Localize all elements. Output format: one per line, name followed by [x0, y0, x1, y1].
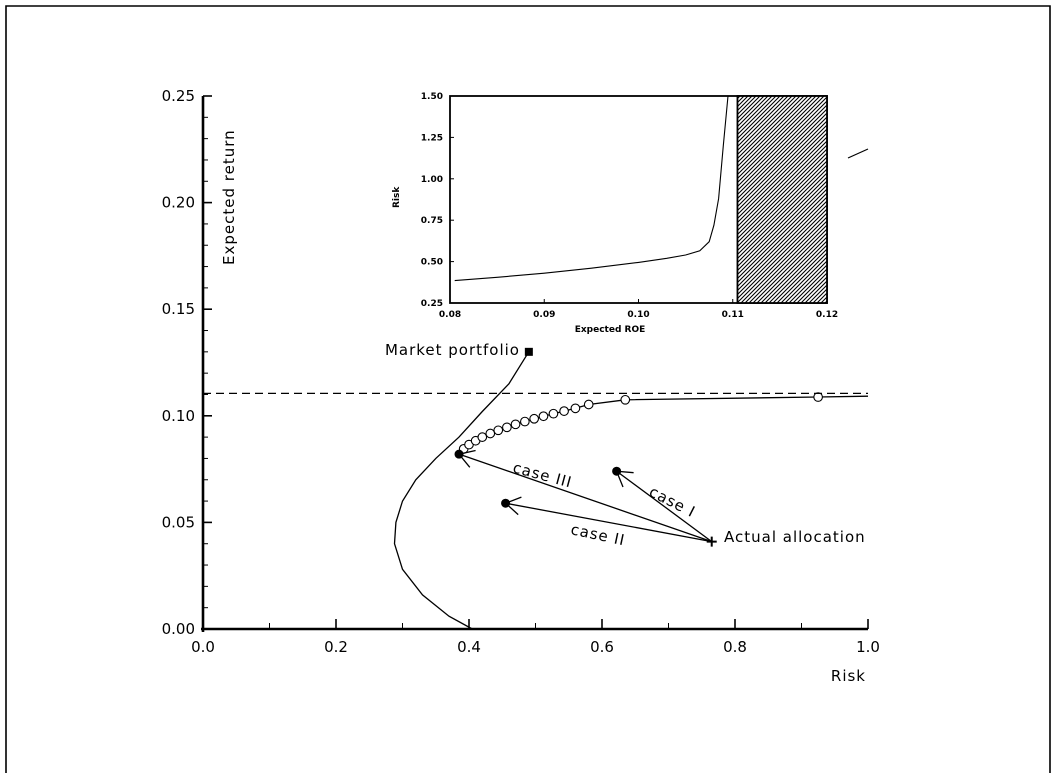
arrow-line: [505, 502, 712, 543]
inset-hatched-region: [736, 95, 828, 304]
inset-y-axis-label: Risk: [392, 186, 402, 208]
inset-x-tick-label: 0.11: [722, 310, 744, 320]
inset-x-tick-label: 0.10: [627, 310, 649, 320]
main-x-tick-label: 0.8: [723, 638, 747, 656]
market-portfolio-label: Market portfolio: [385, 341, 520, 359]
market-portfolio-marker: [524, 347, 533, 356]
inset-y-tick-label: 0.75: [421, 216, 443, 226]
actual-allocation-label: Actual allocation: [724, 528, 866, 546]
inset-series-line-1: [454, 95, 729, 282]
main-x-tick-label: 0.0: [191, 638, 215, 656]
main-y-tick-label: 0.15: [162, 300, 195, 318]
arrow-line: [458, 453, 712, 543]
arrow-line: [616, 470, 713, 543]
frontier-point: [570, 403, 581, 414]
inset-y-tick-label: 1.25: [421, 133, 443, 143]
frontier-point: [510, 419, 521, 430]
main-y-tick-label: 0.25: [162, 87, 195, 105]
frontier-point: [520, 416, 530, 427]
inset-y-tick-label: 0.25: [421, 299, 443, 309]
main-y-axis-label: Expected return: [220, 129, 238, 265]
frontier-point: [485, 428, 496, 439]
main-y-tick-label: 0.20: [162, 194, 195, 212]
main-series-line-1: [393, 351, 530, 630]
main-x-tick-label: 0.6: [590, 638, 614, 656]
frontier-point: [583, 399, 594, 410]
main-x-tick-label: 1.0: [856, 638, 880, 656]
main-y-tick-label: 0.10: [162, 407, 195, 425]
inset-y-tick-label: 1.50: [421, 92, 443, 102]
inset-y-tick-label: 0.50: [421, 258, 443, 268]
frontier-point: [538, 411, 549, 422]
actual-allocation-marker: [706, 536, 717, 547]
frontier-point: [502, 422, 512, 433]
optimal-point-marker: [612, 466, 622, 476]
inset-x-tick-label: 0.09: [533, 310, 555, 320]
inset-x-tick-label: 0.12: [816, 310, 838, 320]
main-y-tick-label: 0.00: [162, 620, 195, 638]
case-i-label: case I: [646, 483, 698, 522]
frontier-point: [529, 413, 540, 424]
optimal-point-marker: [501, 498, 511, 508]
inset-x-axis-label: Expected ROE: [575, 325, 646, 335]
frontier-point: [477, 432, 488, 442]
stray-segment: [847, 148, 869, 159]
main-x-tick-label: 0.4: [457, 638, 481, 656]
optimal-point-marker: [454, 449, 464, 459]
main-y-tick-label: 0.05: [162, 513, 195, 531]
frontier-point: [813, 392, 823, 402]
frontier-point: [620, 394, 631, 405]
inset-plot-layer: 0.25 0.50 0.75 1.00 1.25 1.50 0.08 0.09 0.10 0.11…: [421, 92, 838, 320]
frontier-point: [493, 425, 504, 436]
inset-x-tick-label: 0.08: [439, 310, 461, 320]
frontier-point: [559, 406, 569, 416]
main-series-line-2: [458, 395, 869, 455]
main-plot-layer: 0.00 0.05 0.10 0.15 0.20 0.25 0.0 0.2 0.4 0.6 0.8 1…: [162, 87, 880, 656]
main-x-tick-label: 0.2: [324, 638, 348, 656]
page-frame: [5, 5, 1051, 773]
main-x-axis-label: Risk: [831, 667, 866, 685]
inset-y-tick-label: 1.00: [421, 175, 443, 185]
frontier-point: [548, 408, 559, 419]
